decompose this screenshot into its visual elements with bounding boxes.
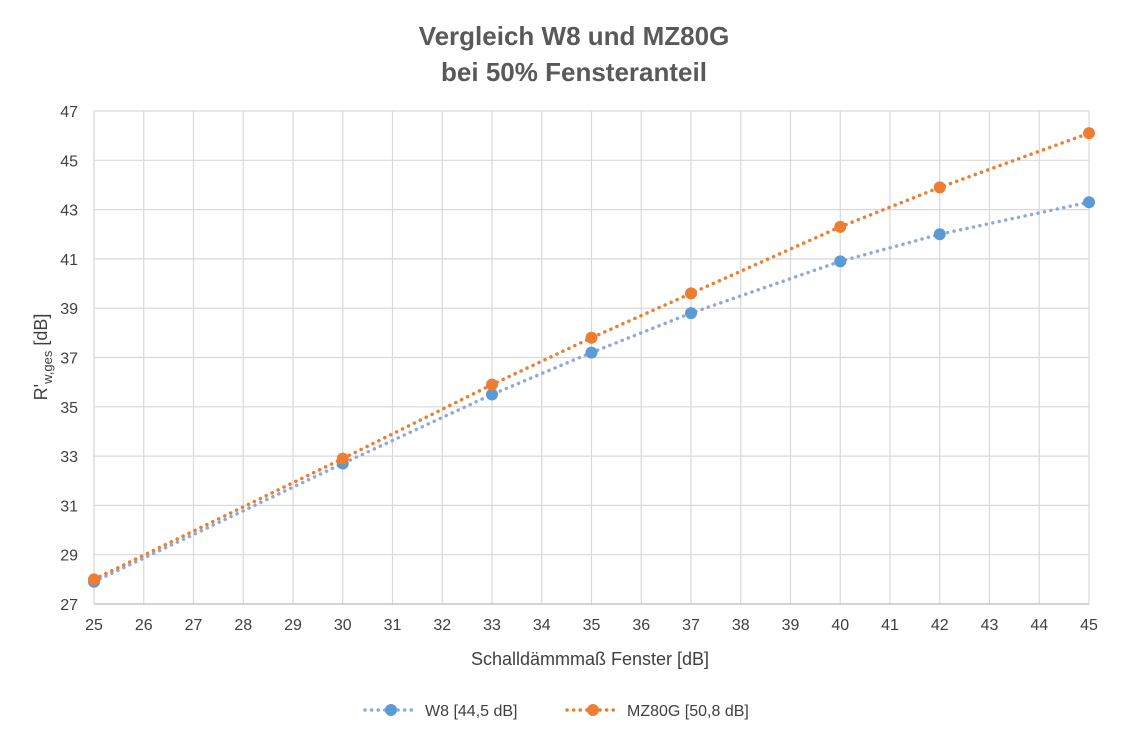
x-tick-label: 26 — [135, 617, 153, 634]
data-point — [685, 287, 697, 300]
data-point — [1083, 196, 1095, 209]
x-tick-label: 35 — [583, 617, 601, 634]
y-tick-label: 39 — [60, 301, 78, 318]
x-axis-label: Schalldämmmaß Fenster [dB] — [471, 649, 709, 669]
series-line — [92, 200, 1091, 584]
y-axis-label-main: R' — [31, 384, 51, 400]
y-tick-label: 37 — [60, 351, 78, 368]
y-tick-label: 29 — [60, 548, 78, 565]
chart-title-line-2: bei 50% Fensteranteil — [441, 57, 707, 87]
legend-label: MZ80G [50,8 dB] — [627, 703, 749, 720]
x-tick-label: 36 — [632, 617, 650, 634]
chart-title: Vergleich W8 und MZ80G bei 50% Fensteran… — [419, 21, 730, 87]
x-tick-label: 38 — [732, 617, 750, 634]
x-tick-label: 39 — [782, 617, 800, 634]
y-tick-label: 33 — [60, 449, 78, 466]
y-tick-label: 45 — [60, 153, 78, 170]
legend-item: W8 [44,5 dB] — [363, 703, 518, 720]
y-tick-label: 41 — [60, 252, 78, 269]
x-tick-label: 42 — [931, 617, 949, 634]
x-tick-label: 27 — [185, 617, 203, 634]
x-tick-label: 37 — [682, 617, 700, 634]
axes — [93, 111, 1089, 605]
x-tick-label: 33 — [483, 617, 501, 634]
legend-item: MZ80G [50,8 dB] — [565, 703, 749, 720]
data-point — [933, 181, 946, 194]
x-tick-label: 25 — [85, 617, 103, 634]
data-point — [336, 452, 349, 465]
y-tick-label: 43 — [60, 203, 78, 220]
x-tick-label: 32 — [433, 617, 451, 634]
data-point — [1083, 127, 1095, 140]
x-tick-label: 44 — [1030, 617, 1048, 634]
y-tick-labels: 27 29 31 33 35 37 39 41 43 45 47 — [60, 104, 78, 614]
series-1 — [88, 196, 1095, 588]
series-2 — [88, 127, 1095, 586]
legend-label: W8 [44,5 dB] — [425, 703, 518, 720]
data-point — [486, 388, 498, 401]
data-point — [933, 228, 946, 241]
x-tick-label: 40 — [831, 617, 849, 634]
x-tick-label: 30 — [334, 617, 352, 634]
x-tick-label: 45 — [1080, 617, 1098, 634]
data-point — [834, 255, 847, 268]
y-tick-label: 35 — [60, 400, 78, 417]
y-tick-label: 47 — [60, 104, 78, 121]
x-tick-label: 41 — [881, 617, 899, 634]
legend-marker — [587, 704, 599, 716]
data-point — [834, 220, 847, 233]
data-point — [88, 573, 100, 586]
y-tick-label: 27 — [60, 597, 78, 614]
x-tick-label: 28 — [234, 617, 252, 634]
data-point — [585, 331, 598, 344]
y-axis-label: R'w,ges [dB] — [31, 314, 55, 401]
legend: W8 [44,5 dB] MZ80G [50,8 dB] — [363, 703, 749, 720]
data-point — [486, 378, 498, 391]
series-line — [92, 131, 1091, 582]
data-series — [88, 127, 1095, 588]
x-tick-label: 29 — [284, 617, 302, 634]
y-tick-label: 31 — [60, 498, 78, 515]
chart-title-line-1: Vergleich W8 und MZ80G — [419, 21, 730, 51]
x-tick-label: 31 — [384, 617, 402, 634]
data-point — [685, 307, 697, 320]
x-tick-label: 34 — [533, 617, 551, 634]
x-tick-labels: 25 26 27 28 29 30 31 32 33 34 35 36 37 38 39 40 41 42 43 44… — [85, 617, 1098, 634]
legend-marker — [385, 704, 397, 716]
y-axis-label-subscript: w,ges — [40, 350, 55, 385]
y-axis-label-unit: [dB] — [31, 314, 51, 351]
data-point — [585, 346, 598, 359]
x-tick-label: 43 — [981, 617, 999, 634]
